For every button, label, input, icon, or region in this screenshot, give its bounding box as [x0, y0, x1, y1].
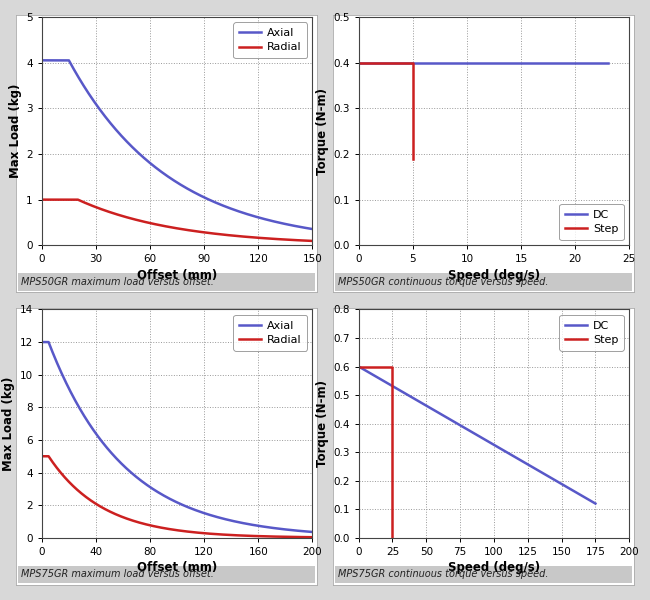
Step: [409, 155, 417, 162]
Legend: DC, Step: DC, Step: [560, 315, 624, 350]
Radial: [161, 524, 168, 532]
Radial: [198, 229, 205, 236]
Axial: [86, 91, 94, 98]
Radial: [218, 531, 226, 538]
Legend: DC, Step: DC, Step: [560, 204, 624, 240]
X-axis label: Speed (deg/s): Speed (deg/s): [448, 561, 540, 574]
Text: MPS75GR maximum load versus offset.: MPS75GR maximum load versus offset.: [21, 569, 214, 580]
Axial: [198, 509, 205, 516]
Y-axis label: Max Load (kg): Max Load (kg): [3, 376, 16, 471]
Radial: [107, 509, 115, 516]
Legend: Axial, Radial: Axial, Radial: [233, 315, 307, 350]
Text: MPS75GR continuous torque versus speed.: MPS75GR continuous torque versus speed.: [338, 569, 549, 580]
Radial: [86, 496, 94, 503]
Line: Axial: Axial: [42, 61, 313, 229]
Line: Step: Step: [359, 367, 393, 538]
Axial: [309, 226, 317, 233]
Radial: [242, 532, 250, 539]
Line: Axial: Axial: [42, 342, 313, 532]
Step: [355, 363, 363, 370]
Axial: [242, 210, 250, 217]
Axial: [38, 338, 46, 346]
Line: Radial: Radial: [42, 456, 313, 537]
Text: MPS50GR continuous torque versus speed.: MPS50GR continuous torque versus speed.: [338, 277, 549, 287]
Axial: [309, 529, 317, 536]
Y-axis label: Max Load (kg): Max Load (kg): [9, 84, 22, 178]
Step: [389, 363, 396, 370]
Radial: [218, 231, 226, 238]
Line: Radial: Radial: [42, 200, 313, 241]
Line: Step: Step: [359, 62, 413, 158]
Axial: [218, 515, 226, 522]
Step: [355, 59, 363, 66]
Axial: [107, 449, 115, 457]
X-axis label: Offset (mm): Offset (mm): [137, 561, 217, 574]
Radial: [38, 196, 46, 203]
Radial: [107, 209, 115, 216]
Radial: [309, 238, 317, 245]
Axial: [86, 421, 94, 428]
Axial: [242, 520, 250, 527]
Y-axis label: Torque (N-m): Torque (N-m): [316, 88, 329, 175]
Legend: Axial, Radial: Axial, Radial: [233, 22, 307, 58]
Radial: [86, 201, 94, 208]
Axial: [218, 202, 226, 209]
Radial: [38, 452, 46, 460]
Radial: [161, 223, 168, 230]
Radial: [309, 533, 317, 541]
Y-axis label: Torque (N-m): Torque (N-m): [316, 380, 329, 467]
Radial: [242, 233, 250, 241]
Axial: [38, 57, 46, 64]
Axial: [161, 170, 168, 178]
Step: [389, 534, 396, 541]
Axial: [107, 121, 115, 128]
Radial: [198, 529, 205, 536]
Axial: [198, 193, 205, 200]
X-axis label: Offset (mm): Offset (mm): [137, 269, 217, 281]
X-axis label: Speed (deg/s): Speed (deg/s): [448, 269, 540, 281]
Axial: [161, 492, 168, 499]
Step: [409, 59, 417, 66]
Text: MPS50GR maximum load versus offset.: MPS50GR maximum load versus offset.: [21, 277, 214, 287]
